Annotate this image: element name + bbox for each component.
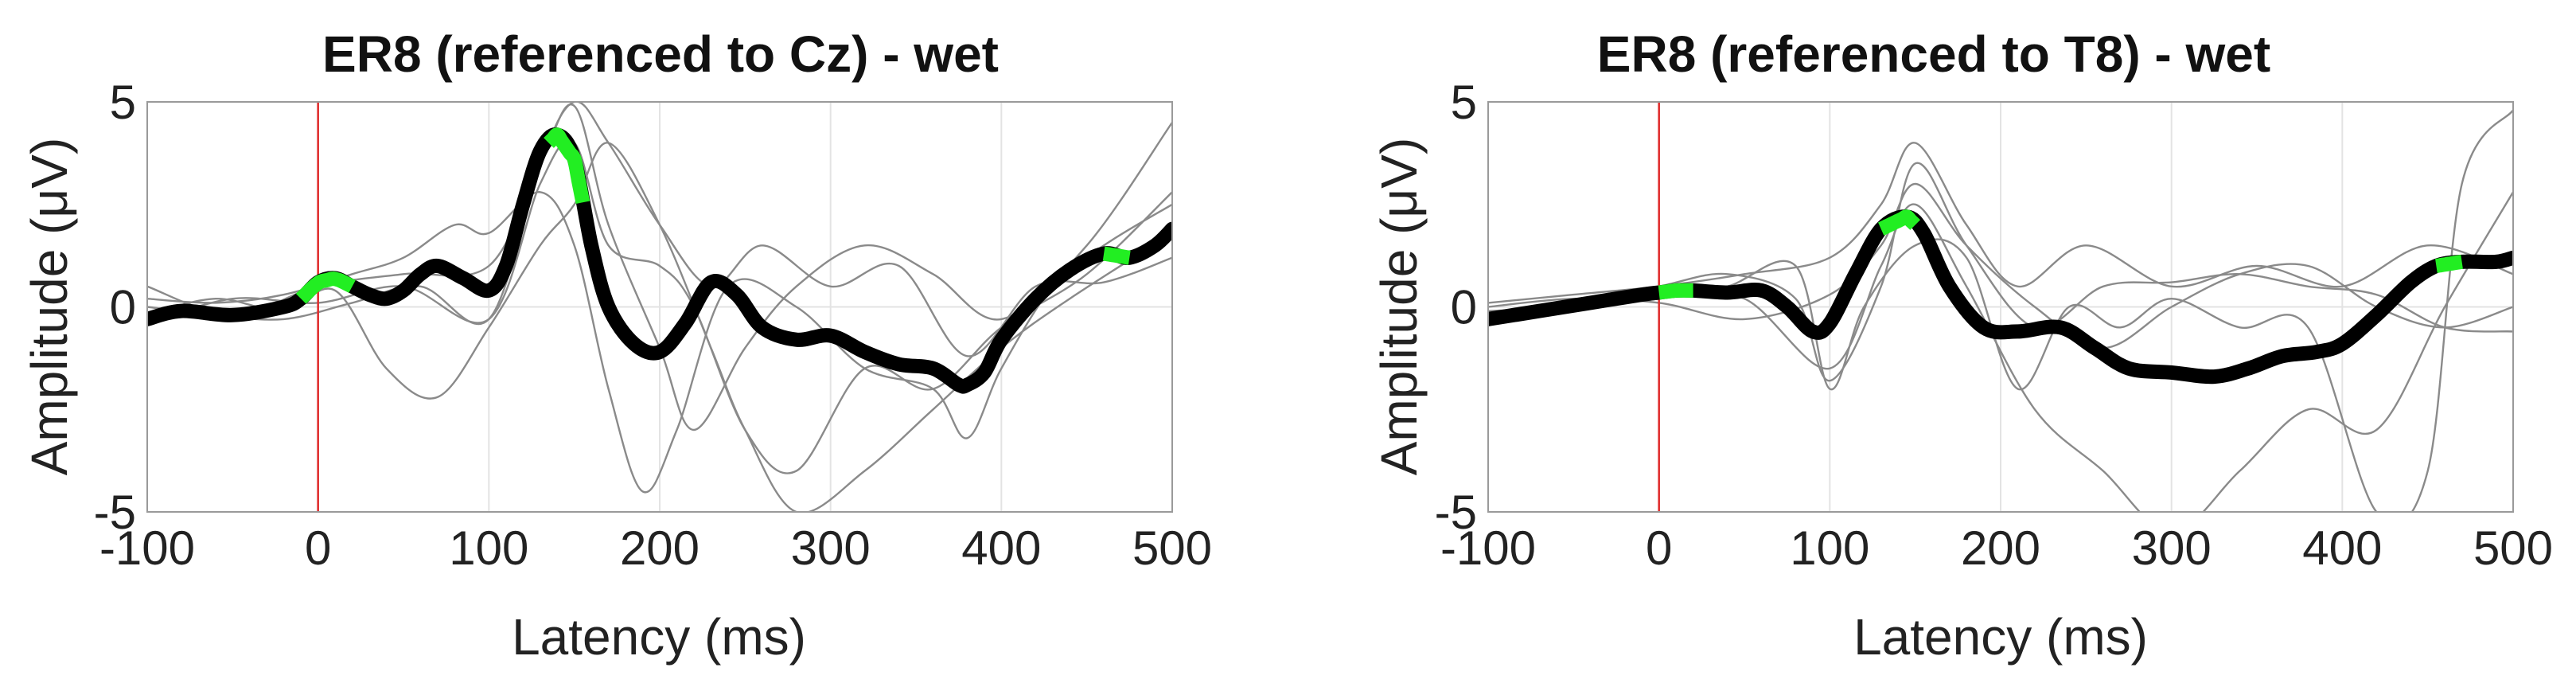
y-axis-label: Amplitude (μV) xyxy=(1370,138,1428,476)
y-tick-label: 5 xyxy=(1451,76,1477,129)
x-tick-label: -100 xyxy=(99,521,195,575)
x-tick-label: 500 xyxy=(2473,521,2553,575)
x-tick-label: 500 xyxy=(1132,521,1212,575)
peak-window-highlight-3 xyxy=(2432,254,2466,273)
y-tick-label: 0 xyxy=(110,281,136,334)
plot-area: -100 0 100 200 300 400 500 5 0 -5 xyxy=(94,76,1212,575)
trial-line-4 xyxy=(1488,182,2513,349)
trial-line-3 xyxy=(147,102,1172,357)
peak-window-highlight-2 xyxy=(1877,209,1921,236)
x-tick-label: -100 xyxy=(1440,521,1536,575)
x-tick-label: 200 xyxy=(620,521,700,575)
x-tick-label: 300 xyxy=(2132,521,2212,575)
y-tick-label: 0 xyxy=(1451,281,1477,334)
x-tick-label: 200 xyxy=(1961,521,2040,575)
axes-frame xyxy=(1487,101,2514,513)
x-tick-label: 100 xyxy=(1790,521,1869,575)
peak-window-highlight-1 xyxy=(295,271,356,304)
x-tick-label: 0 xyxy=(1646,521,1672,575)
trial-line-5 xyxy=(1488,109,2513,512)
trial-line-2 xyxy=(147,139,1172,474)
series-group xyxy=(147,102,1172,512)
chart-title: ER8 (referenced to T8) - wet xyxy=(1597,25,2270,83)
y-axis-label: Amplitude (μV) xyxy=(21,138,78,476)
trial-line-5 xyxy=(147,191,1172,494)
x-tick-label: 0 xyxy=(305,521,331,575)
y-tick-label: -5 xyxy=(94,486,136,539)
x-tick-label: 400 xyxy=(2302,521,2382,575)
peak-window-highlight-2 xyxy=(544,127,590,204)
x-tick-label: 100 xyxy=(449,521,528,575)
x-tick-label: 300 xyxy=(791,521,871,575)
peak-window-highlight-3 xyxy=(1100,246,1134,265)
plot-area: -100 0 100 200 300 400 500 5 0 -5 xyxy=(1435,76,2553,575)
trial-line-3 xyxy=(1488,162,2513,382)
chart-title: ER8 (referenced to Cz) - wet xyxy=(322,25,999,83)
trial-line-1 xyxy=(1488,142,2513,304)
x-axis-label: Latency (ms) xyxy=(1853,608,2148,666)
x-tick-label: 400 xyxy=(961,521,1041,575)
panel-right: ER8 (referenced to T8) - wet Amplitude (… xyxy=(1370,25,2553,666)
y-tick-label: 5 xyxy=(110,76,136,129)
x-axis-label: Latency (ms) xyxy=(512,608,806,666)
peak-window-highlight-1 xyxy=(1656,283,1697,300)
trial-line-4 xyxy=(147,142,1172,512)
y-tick-label: -5 xyxy=(1435,486,1477,539)
series-group xyxy=(1488,102,2513,512)
panel-left: ER8 (referenced to Cz) - wet Amplitude (… xyxy=(21,25,1212,666)
axes-frame xyxy=(146,101,1173,513)
